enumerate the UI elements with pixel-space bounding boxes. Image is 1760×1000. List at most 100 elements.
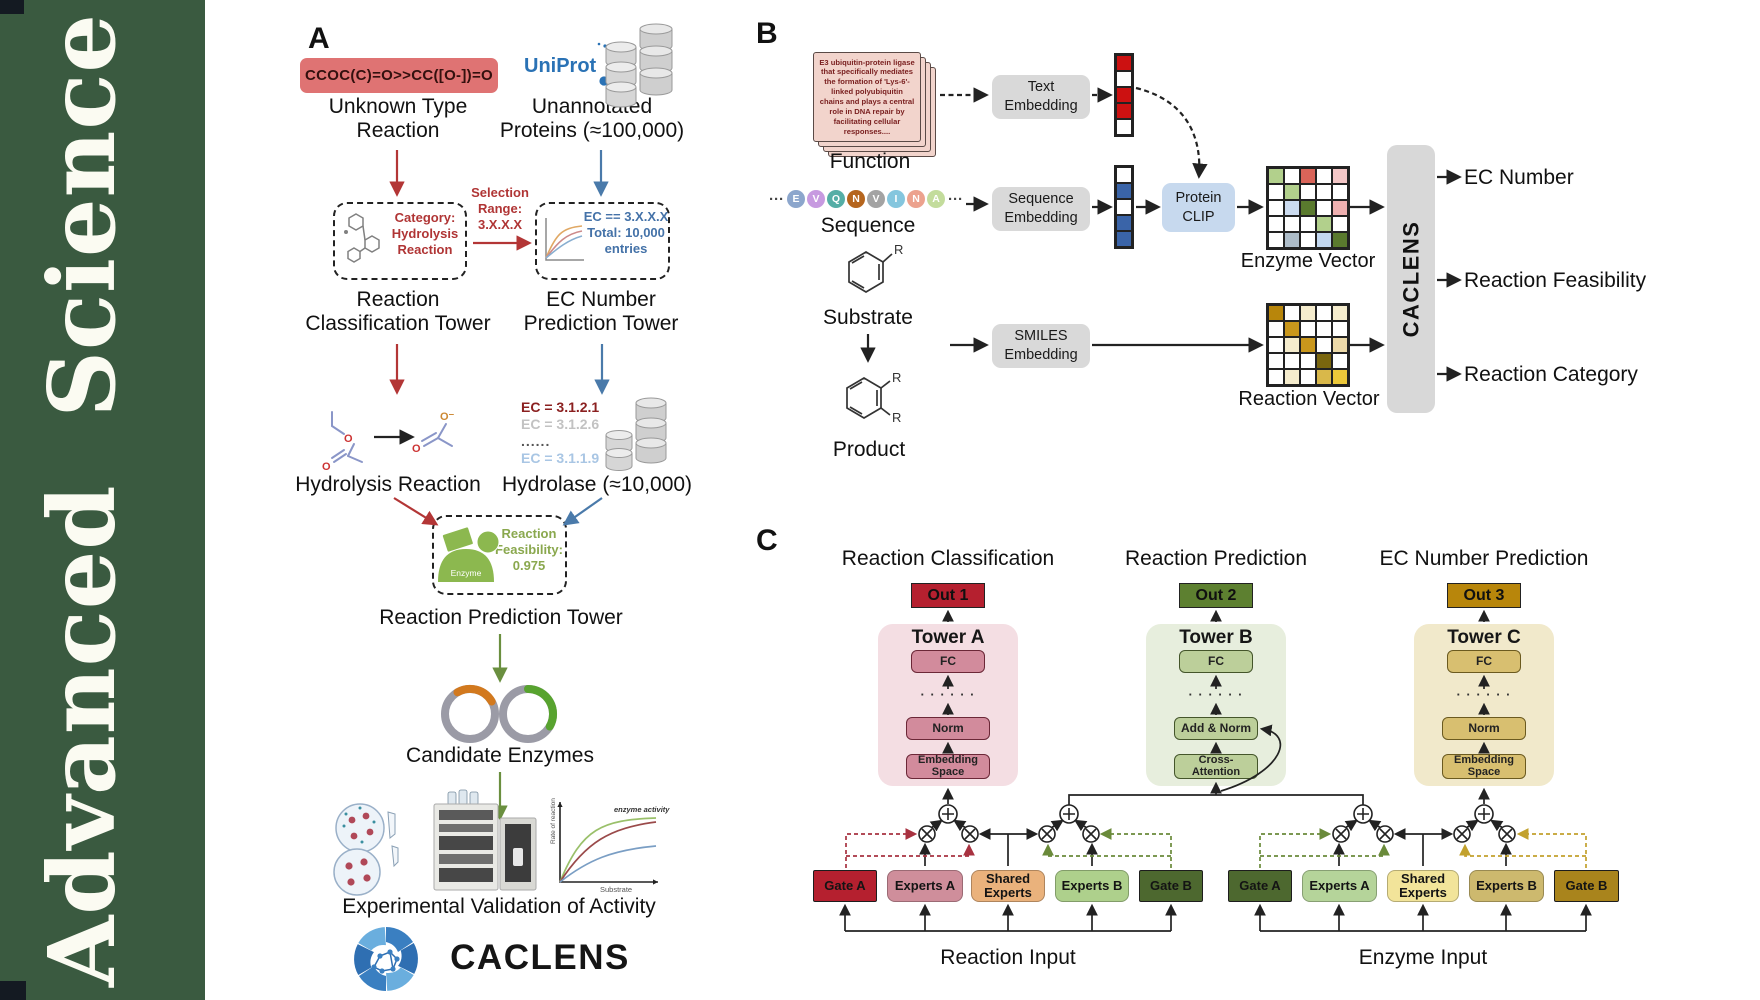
task-title-reaction-prediction: Reaction Prediction: [1124, 547, 1308, 570]
amino-acid-circle: I: [887, 190, 905, 208]
grid-cell: [1284, 305, 1300, 321]
task-title-ec-number-prediction: EC Number Prediction: [1379, 547, 1589, 570]
tower-b-fc: FC: [1179, 650, 1253, 673]
grid-cell: [1268, 168, 1284, 184]
grid-cell: [1332, 369, 1348, 385]
enzyme-vector-grid: [1266, 166, 1350, 250]
grid-cell: [1300, 216, 1316, 232]
feasibility-label: Reaction Feasibility: 0.975: [495, 526, 563, 573]
tower-c-dots: · · · · · ·: [1456, 687, 1512, 702]
times-node: [918, 825, 1516, 843]
category-hydrolysis-label: Category: Hydrolysis Reaction: [391, 210, 459, 257]
uniprot-logo: UniProt: [524, 42, 626, 86]
tower-a-fc: FC: [911, 650, 985, 673]
amino-acid-circle: A: [927, 190, 945, 208]
grid-cell: [1332, 353, 1348, 369]
grid-cell: [1300, 200, 1316, 216]
caclens-brand-text: CACLENS: [450, 938, 630, 977]
output-ec-number: EC Number: [1464, 166, 1574, 189]
vector-cell: [1116, 183, 1132, 199]
candidate-enzymes-label: Candidate Enzymes: [406, 744, 594, 767]
grid-cell: [1316, 184, 1332, 200]
product-label: Product: [832, 438, 906, 461]
vector-cell: [1116, 167, 1132, 183]
acetate-o-minus: O⁻: [440, 411, 455, 423]
validation-label: Experimental Validation of Activity: [342, 895, 656, 918]
substrate-structure: R: [848, 242, 903, 293]
caclens-logo-icon: [353, 926, 419, 992]
ec-total-label: EC == 3.X.X.X Total: 10,000 entries: [583, 209, 669, 256]
unannotated-proteins-label: Unannotated Proteins (≈100,000): [499, 95, 685, 142]
amino-acid-circle: V: [867, 190, 885, 208]
enzyme-gate-a: Gate A: [1228, 870, 1292, 902]
grid-cell: [1284, 369, 1300, 385]
grid-cell: [1332, 216, 1348, 232]
grid-cell: [1316, 353, 1332, 369]
reaction-experts-b: Experts B: [1055, 870, 1129, 902]
protein-clip-box: Protein CLIP: [1162, 183, 1235, 232]
ec-result-3: EC = 3.1.1.9: [521, 450, 600, 466]
reaction-input-label: Reaction Input: [940, 946, 1076, 969]
enzyme-gate-b: Gate B: [1554, 870, 1619, 902]
sequence-ellipsis-right: ···: [948, 190, 963, 208]
grid-cell: [1316, 232, 1332, 248]
panel-c-label: C: [756, 524, 778, 557]
reaction-experts-a: Experts A: [887, 870, 963, 902]
acetate-o: O: [412, 443, 421, 455]
caclens-fusion-bar: CACLENS: [1387, 145, 1435, 413]
tower-c-norm: Norm: [1442, 717, 1526, 740]
plot-xlabel: Substrate: [600, 885, 632, 894]
out-3-box: Out 3: [1447, 583, 1521, 608]
enzyme-input-label: Enzyme Input: [1358, 946, 1488, 969]
page-corner-top: [0, 0, 24, 14]
smiles-reaction-pill: CCOC(C)=O>>CC([O-])=O: [300, 58, 498, 93]
reaction-classification-tower-label: Reaction Classification Tower: [305, 288, 491, 335]
reaction-shared-experts: Shared Experts: [971, 870, 1045, 902]
product-r-label-bottom: R: [892, 410, 901, 425]
reaction-vector-label: Reaction Vector: [1238, 388, 1380, 410]
grid-cell: [1300, 168, 1316, 184]
grid-cell: [1300, 321, 1316, 337]
sequence-ellipsis-left: ···: [769, 190, 784, 208]
activity-plot-icon: enzyme activity Rate of reaction Substra…: [550, 798, 670, 894]
grid-cell: [1268, 232, 1284, 248]
task-title-reaction-classification: Reaction Classification: [841, 547, 1055, 570]
tower-a-title: Tower A: [911, 627, 985, 648]
product-structure: R R: [846, 370, 901, 425]
sequence-label: Sequence: [820, 214, 916, 237]
ec-prediction-box: [535, 202, 670, 280]
enzyme-experts-b: Experts B: [1469, 870, 1544, 902]
grid-cell: [1284, 337, 1300, 353]
grid-cell: [1300, 232, 1316, 248]
grid-cell: [1300, 369, 1316, 385]
journal-title: Advanced Science: [28, 13, 136, 987]
grid-cell: [1268, 216, 1284, 232]
tower-b-title: Tower B: [1179, 627, 1253, 648]
enzyme-vector-label: Enzyme Vector: [1240, 250, 1376, 272]
cell-culture-icon: [333, 803, 399, 896]
tower-c-embedding-space: Embedding Space: [1442, 754, 1526, 779]
reaction-classification-box: [333, 202, 467, 280]
grid-cell: [1332, 200, 1348, 216]
ec-result-dots: ......: [521, 433, 551, 449]
vector-cell: [1116, 199, 1132, 215]
panel-b-label: B: [756, 17, 778, 50]
journal-sidebar: Advanced Science: [0, 0, 205, 1000]
tower-a-embedding-space: Embedding Space: [906, 754, 990, 779]
uniprot-text: UniProt: [524, 55, 597, 77]
plasmid-icons: [441, 684, 558, 743]
grid-cell: [1284, 200, 1300, 216]
vector-cell: [1116, 231, 1132, 247]
tower-b-cross-attention: Cross- Attention: [1174, 754, 1258, 779]
grid-cell: [1300, 353, 1316, 369]
amino-acid-circle: Q: [827, 190, 845, 208]
grid-cell: [1268, 369, 1284, 385]
grid-cell: [1268, 305, 1284, 321]
substrate-label: Substrate: [823, 306, 913, 329]
sequence-embedding-vector: [1114, 165, 1134, 249]
grid-cell: [1332, 321, 1348, 337]
amino-acid-circle: N: [907, 190, 925, 208]
